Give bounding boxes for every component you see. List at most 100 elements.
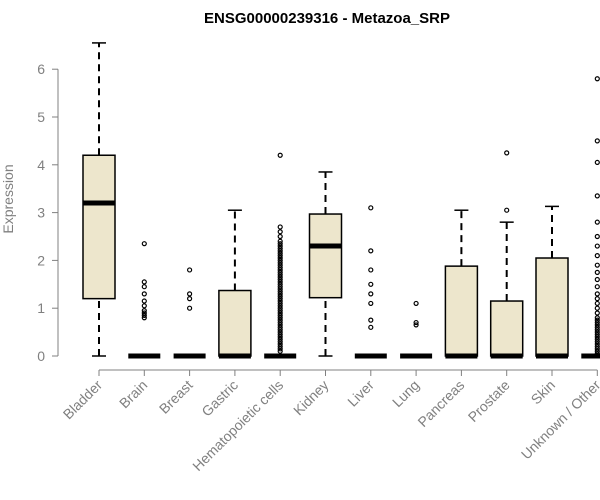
outlier-1-6: [141, 291, 147, 297]
outlier-11-29: [594, 193, 600, 199]
outlier-4-9: [277, 327, 283, 333]
outlier-11-12: [594, 322, 600, 328]
box-7: [400, 300, 433, 359]
outlier-11-31: [594, 138, 600, 144]
outlier-4-32: [277, 272, 283, 278]
outlier-4-22: [277, 296, 283, 302]
y-axis: 0 1 2 3 4 5 6: [37, 61, 59, 364]
x-tick-label-8: Pancreas: [414, 377, 467, 430]
outlier-4-42: [277, 248, 283, 254]
outlier-4-36: [277, 262, 283, 268]
outlier-4-18: [277, 305, 283, 311]
outlier-4-13: [277, 317, 283, 323]
x-tick-label-6: Liver: [344, 377, 377, 410]
box-rect-3: [218, 289, 252, 357]
outlier-4-47: [277, 233, 283, 240]
outlier-4-21: [277, 298, 283, 304]
box-rect-5: [308, 213, 343, 299]
outlier-11-5: [594, 339, 600, 345]
box-9: [489, 150, 524, 359]
box-6: [354, 205, 387, 359]
outlier-4-27: [277, 284, 283, 290]
outlier-4-45: [277, 241, 283, 247]
outlier-4-4: [277, 339, 283, 345]
outlier-7-2: [413, 300, 419, 307]
outlier-4-20: [277, 300, 283, 307]
outlier-4-44: [277, 243, 283, 249]
x-tick-label-11: Unknown / Other: [518, 377, 600, 463]
box-5: [308, 171, 343, 357]
outlier-4-19: [277, 303, 283, 309]
outlier-4-11: [277, 322, 283, 328]
outlier-11-22: [594, 276, 600, 283]
outlier-1-3: [141, 307, 147, 314]
outlier-4-41: [277, 250, 283, 256]
outlier-6-0: [368, 324, 374, 330]
box-0: [82, 42, 116, 357]
outlier-4-7: [277, 331, 283, 338]
outlier-4-46: [277, 238, 283, 244]
box-2: [173, 267, 206, 359]
outlier-4-3: [277, 341, 283, 347]
outlier-1-2: [141, 310, 147, 316]
box-rect-0: [82, 154, 116, 300]
outlier-1-9: [141, 241, 147, 247]
outlier-4-8: [277, 329, 283, 335]
outlier-11-27: [594, 233, 600, 240]
outlier-11-26: [594, 243, 600, 249]
x-tick-label-3: Gastric: [198, 377, 241, 420]
outlier-11-11: [594, 324, 600, 330]
outlier-4-43: [277, 245, 283, 252]
outlier-4-16: [277, 310, 283, 316]
outlier-4-6: [277, 334, 283, 340]
y-tick-label-2: 2: [37, 252, 45, 268]
y-tick-label-3: 3: [37, 205, 45, 221]
outlier-6-5: [368, 267, 374, 273]
outlier-11-17: [594, 305, 600, 311]
box-3: [218, 209, 252, 359]
box-rect-10: [535, 257, 569, 357]
outlier-11-13: [594, 319, 600, 326]
y-axis-label: Expression: [0, 164, 16, 233]
outlier-11-7: [594, 334, 600, 340]
outlier-4-5: [277, 336, 283, 342]
box-rect-9: [489, 300, 524, 357]
y-tick-label-6: 6: [37, 61, 45, 77]
outlier-11-8: [594, 331, 600, 338]
outlier-9-0: [504, 207, 510, 213]
outlier-4-29: [277, 279, 283, 285]
x-tick-label-10: Skin: [528, 377, 559, 408]
box-10: [535, 205, 569, 359]
outlier-4-15: [277, 312, 283, 318]
outlier-11-15: [594, 315, 600, 321]
outlier-4-28: [277, 281, 283, 287]
x-tick-label-7: Lung: [389, 377, 422, 410]
outlier-4-24: [277, 291, 283, 297]
outlier-1-1: [141, 312, 147, 318]
outlier-4-25: [277, 288, 283, 295]
chart-title: ENSG00000239316 - Metazoa_SRP: [204, 10, 450, 27]
outlier-4-2: [277, 343, 283, 350]
x-tick-label-9: Prostate: [465, 377, 513, 425]
outlier-4-49: [277, 224, 283, 230]
outlier-2-1: [187, 296, 193, 302]
outlier-6-4: [368, 281, 374, 287]
outlier-4-39: [277, 255, 283, 261]
outlier-4-26: [277, 286, 283, 292]
outlier-4-17: [277, 307, 283, 314]
x-tick-label-5: Kidney: [290, 377, 332, 419]
box-4: [264, 152, 297, 359]
outlier-2-2: [187, 291, 193, 297]
outlier-4-1: [277, 346, 283, 352]
outlier-1-8: [141, 279, 147, 285]
outlier-11-19: [594, 296, 600, 302]
outlier-2-0: [187, 305, 193, 311]
outlier-7-1: [413, 319, 419, 326]
outlier-11-3: [594, 343, 600, 350]
outlier-6-6: [368, 248, 374, 254]
outlier-11-14: [594, 317, 600, 323]
outlier-1-4: [141, 303, 147, 309]
boxes-group: [82, 42, 600, 359]
outlier-11-0: [594, 351, 600, 357]
